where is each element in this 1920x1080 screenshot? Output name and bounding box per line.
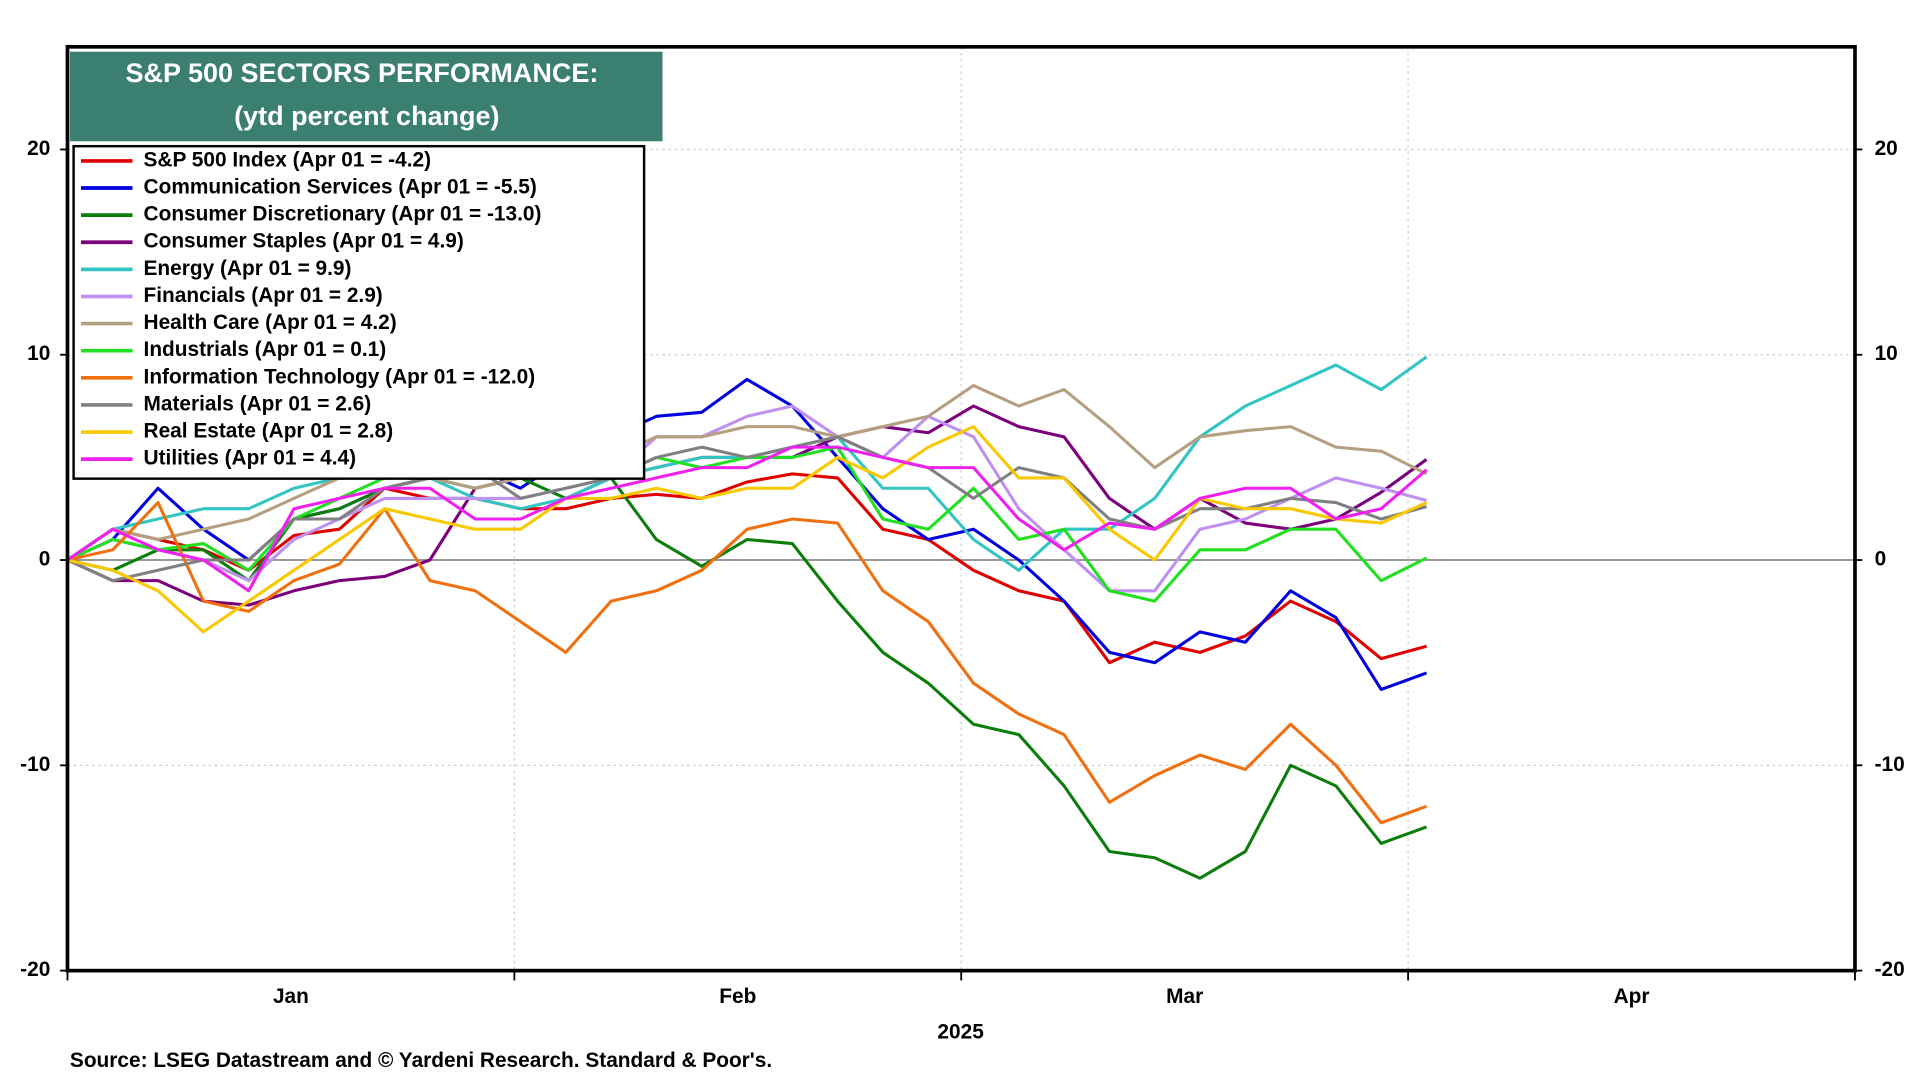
source-note: Source: LSEG Datastream and © Yardeni Re… [70, 1049, 772, 1072]
lines [66, 355, 1428, 880]
y-tick-label: 10 [27, 342, 50, 365]
y-tick-label: -10 [20, 753, 50, 776]
series-line [66, 404, 1427, 593]
series-line [66, 472, 1427, 665]
chart-subtitle: (ytd percent change) [234, 101, 499, 131]
legend-label: Consumer Discretionary (Apr 01 = -13.0) [144, 203, 542, 226]
y-tick-label: 20 [27, 137, 50, 160]
y-tick-label: 0 [1875, 548, 1887, 571]
legend-label: Consumer Staples (Apr 01 = 4.9) [144, 230, 464, 253]
legend-label: Real Estate (Apr 01 = 2.8) [144, 420, 394, 443]
legend-label: Financials (Apr 01 = 2.9) [144, 284, 383, 307]
y-tick-label: 10 [1875, 342, 1898, 365]
series-line [66, 435, 1427, 583]
y-tick-label: -20 [1875, 958, 1905, 981]
legend-box [72, 144, 646, 480]
y-tick-label: 0 [39, 548, 51, 571]
plot-frame [65, 44, 1857, 973]
legend-label: Materials (Apr 01 = 2.6) [144, 392, 372, 415]
y-tick-label: -20 [20, 958, 50, 981]
legend-label: Communication Services (Apr 01 = -5.5) [144, 176, 537, 199]
legend-label: Energy (Apr 01 = 9.9) [144, 257, 352, 280]
x-tick-label: Jan [273, 985, 309, 1008]
chart-title: S&P 500 SECTORS PERFORMANCE: [125, 58, 598, 88]
x-tick-label: Feb [719, 985, 756, 1008]
legend: S&P 500 Index (Apr 01 = -4.2) Communicati… [72, 144, 646, 480]
legend-label: Information Technology (Apr 01 = -12.0) [144, 365, 536, 388]
x-tick-label: Mar [1166, 985, 1203, 1008]
series-line [67, 501, 1428, 825]
legend-label: S&P 500 Index (Apr 01 = -4.2) [144, 148, 432, 171]
y-tick-label: -10 [1875, 753, 1905, 776]
legend-label: Industrials (Apr 01 = 0.1) [144, 338, 387, 361]
series-line [66, 384, 1428, 562]
legend-label: Health Care (Apr 01 = 4.2) [144, 311, 397, 334]
series-line [66, 445, 1428, 593]
title-box [69, 51, 663, 142]
legend-label: Utilities (Apr 01 = 4.4) [144, 447, 357, 470]
y-tick-label: 20 [1875, 137, 1898, 160]
x-tick-label: Apr [1614, 985, 1650, 1008]
x-axis-year: 2025 [937, 1021, 984, 1044]
